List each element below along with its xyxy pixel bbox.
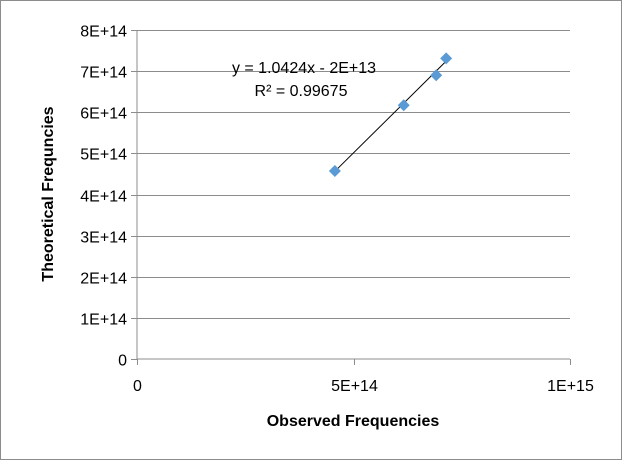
y-tick-label-1: 1E+14 [80, 312, 127, 329]
y-tick-label-6: 6E+14 [80, 106, 127, 123]
annotations: y = 1.0424x - 2E+13 R² = 0.99675 [232, 60, 376, 100]
x-tick-labels: 0 5E+14 1E+15 [133, 378, 594, 395]
x-tick-label-0: 0 [133, 378, 142, 395]
y-tick-label-0: 0 [118, 353, 127, 370]
data-points [328, 52, 453, 178]
trendline-group [334, 60, 447, 172]
tick-marks [131, 30, 571, 365]
trendline-equation: y = 1.0424x - 2E+13 [232, 60, 376, 77]
y-tick-label-2: 2E+14 [80, 271, 127, 288]
y-tick-label-7: 7E+14 [80, 65, 127, 82]
y-tick-label-5: 5E+14 [80, 147, 127, 164]
axes [136, 30, 570, 360]
y-axis-title: Theoretical Frequncies [40, 106, 57, 281]
x-tick-label-1: 5E+14 [331, 378, 378, 395]
y-tick-labels: 0 1E+14 2E+14 3E+14 4E+14 5E+14 6E+14 7E+14 8E+1… [80, 24, 127, 370]
data-point-2 [397, 99, 410, 112]
data-point-3 [430, 69, 443, 82]
r-squared-value: R² = 0.99675 [255, 83, 348, 100]
x-axis-title: Observed Frequencies [267, 413, 440, 430]
y-tick-label-8: 8E+14 [80, 24, 127, 41]
x-tick-label-2: 1E+15 [547, 378, 594, 395]
trendline [334, 60, 447, 172]
data-point-1 [328, 165, 341, 178]
y-tick-label-4: 4E+14 [80, 189, 127, 206]
y-tick-label-3: 3E+14 [80, 230, 127, 247]
data-point-4 [440, 52, 453, 65]
